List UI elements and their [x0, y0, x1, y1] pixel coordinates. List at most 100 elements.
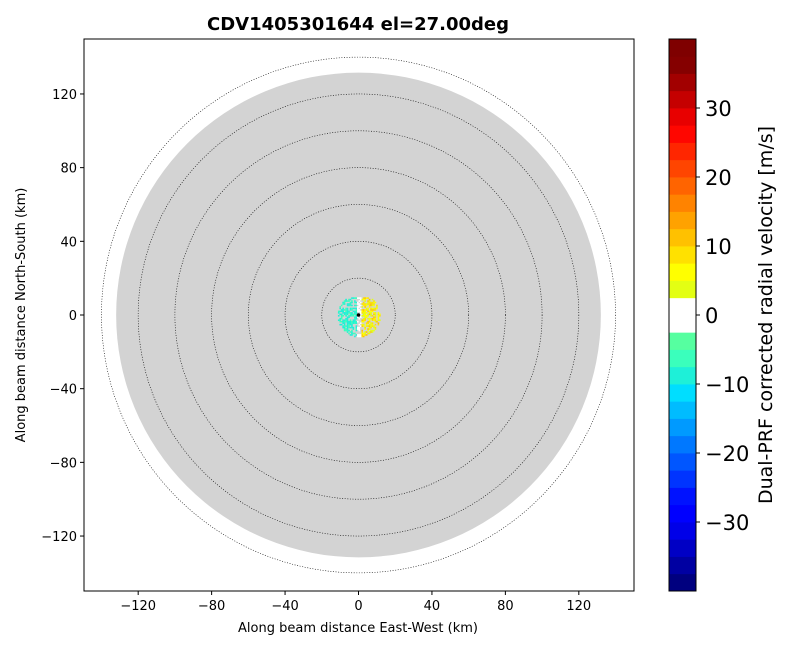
- echo-cell: [337, 319, 340, 322]
- echo-cell: [368, 303, 371, 305]
- echo-cell: [346, 307, 349, 310]
- colorbar-segment: [669, 56, 696, 74]
- echo-cell: [377, 316, 380, 319]
- echo-cell: [348, 323, 350, 326]
- echo-cell: [358, 303, 361, 305]
- echo-cell: [343, 326, 346, 329]
- echo-cell: [343, 303, 346, 305]
- echo-cell: [352, 315, 355, 317]
- colorbar-segment: [669, 349, 696, 368]
- echo-cell: [346, 317, 349, 320]
- echo-cell: [373, 319, 375, 322]
- echo-cell: [339, 313, 342, 316]
- echo-cell: [346, 319, 349, 322]
- echo-cell: [349, 304, 352, 307]
- echo-cell: [373, 326, 375, 329]
- echo-cell: [373, 312, 375, 314]
- echo-cell: [377, 323, 380, 326]
- echo-cell: [355, 326, 358, 329]
- echo-cell: [346, 300, 349, 302]
- echo-cell: [364, 310, 366, 313]
- echo-cell: [377, 315, 380, 317]
- colorbar-segment: [669, 470, 696, 488]
- echo-cell: [368, 323, 371, 326]
- echo-cell: [349, 334, 352, 336]
- range-ring: [211, 167, 506, 463]
- echo-cell: [362, 323, 365, 326]
- colorbar-segment: [669, 539, 696, 557]
- x-tick-label: 40: [424, 599, 441, 614]
- echo-cell: [358, 317, 361, 320]
- echo-cell: [374, 323, 377, 326]
- echo-cell: [367, 307, 369, 310]
- echo-cell: [359, 307, 362, 310]
- echo-cell: [377, 312, 380, 314]
- echo-cell: [357, 309, 359, 311]
- echo-cell: [343, 320, 346, 323]
- echo-cell: [357, 320, 359, 323]
- echo-cell: [371, 315, 374, 317]
- echo-cell: [367, 303, 369, 305]
- echo-cell: [342, 320, 344, 323]
- echo-cell: [343, 309, 346, 311]
- echo-cell: [364, 309, 366, 311]
- echo-cell: [348, 322, 350, 324]
- echo-cell: [367, 301, 369, 304]
- echo-cell: [361, 303, 364, 305]
- echo-cell: [348, 298, 350, 301]
- colorbar-segment: [669, 39, 696, 57]
- echo-cell: [351, 307, 353, 310]
- echo-cell: [370, 322, 372, 324]
- echo-cell: [349, 298, 352, 301]
- echo-cell: [345, 312, 347, 314]
- echo-cell: [357, 316, 359, 319]
- echo-cell: [371, 301, 374, 304]
- echo-cell: [343, 322, 346, 324]
- echo-cell: [361, 329, 364, 332]
- colorbar-tick-label: −20: [705, 442, 749, 466]
- echo-cell: [376, 307, 378, 310]
- echo-cell: [373, 317, 375, 320]
- echo-cell: [370, 307, 372, 310]
- echo-cell: [352, 328, 355, 330]
- echo-cell: [374, 309, 377, 311]
- echo-cell: [342, 315, 344, 317]
- echo-cell: [351, 304, 353, 307]
- echo-cell: [346, 304, 349, 307]
- colorbar-segment: [669, 487, 696, 506]
- echo-cell: [349, 313, 352, 316]
- range-ring: [321, 277, 396, 353]
- x-tick-label: −40: [271, 599, 298, 614]
- echo-cell: [357, 307, 359, 310]
- echo-cell: [362, 334, 365, 336]
- echo-cell: [368, 298, 371, 301]
- echo-cell: [367, 332, 369, 335]
- colorbar-segment: [669, 504, 696, 523]
- echo-cell: [362, 332, 365, 335]
- echo-cell: [343, 319, 346, 322]
- echo-cell: [370, 325, 372, 327]
- echo-cell: [368, 317, 371, 320]
- echo-cell: [352, 310, 355, 313]
- echo-cell: [355, 310, 358, 313]
- echo-cell: [370, 329, 372, 332]
- echo-cell: [342, 322, 344, 324]
- colorbar-segment: [669, 125, 696, 143]
- range-ring: [174, 130, 543, 500]
- echo-cell: [351, 312, 353, 314]
- echo-cell: [349, 320, 352, 323]
- echo-cell: [355, 320, 358, 323]
- echo-cell: [367, 329, 369, 332]
- colorbar-segment: [669, 211, 696, 230]
- echo-cell: [339, 323, 342, 326]
- echo-cell: [371, 310, 374, 313]
- colorbar-tick-label: −30: [705, 511, 749, 535]
- echo-cell: [355, 297, 358, 299]
- echo-cell: [355, 313, 358, 316]
- echo-cell: [374, 320, 377, 323]
- colorbar-tick-label: 10: [705, 235, 732, 259]
- echo-cell: [367, 322, 369, 324]
- range-ring: [284, 241, 433, 389]
- colorbar-segment: [669, 228, 696, 247]
- echo-cell: [359, 316, 362, 319]
